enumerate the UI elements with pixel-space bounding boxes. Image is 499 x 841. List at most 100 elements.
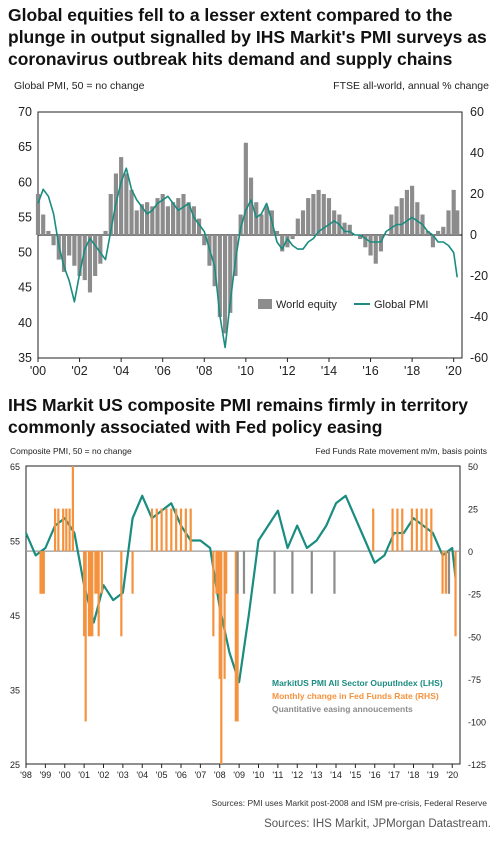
bar-mark <box>363 235 368 248</box>
bar-mark <box>399 198 404 235</box>
bar-mark <box>218 551 221 679</box>
bar-mark <box>202 235 207 246</box>
x-tick-label: '04 <box>113 364 129 378</box>
bar-mark <box>87 235 93 293</box>
y-right-tick-label: 25 <box>468 505 478 515</box>
source-credit: Sources: IHS Markit, JPMorgan Datastream… <box>264 818 491 830</box>
x-tick-label: '16 <box>369 770 381 780</box>
bar-mark <box>236 551 239 722</box>
bar-mark <box>103 230 108 235</box>
bar-mark <box>98 235 103 264</box>
bar-mark <box>96 551 99 594</box>
bar-mark <box>197 218 202 235</box>
y-right-tick-label: -125 <box>468 760 486 770</box>
bar-mark <box>139 204 144 235</box>
x-tick-label: '05 <box>156 770 168 780</box>
bar-mark <box>51 235 56 246</box>
bar-mark <box>234 551 237 722</box>
y-right-tick-label: 40 <box>470 146 484 160</box>
chart1-plot: 70 65 60 55 50 45 40 35 60 40 20 0 -20 -40 -60 '00 '02 '0… <box>18 105 488 378</box>
bar-mark <box>100 551 104 594</box>
bar-mark <box>404 189 409 235</box>
bar-mark <box>67 235 72 256</box>
bar-mark <box>191 206 196 235</box>
bar-mark <box>368 235 373 256</box>
bar-mark <box>228 235 233 313</box>
bar-mark <box>61 235 67 272</box>
bar-mark <box>291 551 294 594</box>
bar-mark <box>212 235 217 287</box>
bar-mark <box>186 202 191 235</box>
bar-mark <box>254 202 259 235</box>
legend-label-2: Monthly change in Fed Funds Rate (RHS) <box>272 691 439 701</box>
x-tick-label: '00 <box>59 770 71 780</box>
y-right-tick-label: 0 <box>470 228 477 242</box>
bar-mark <box>306 198 311 235</box>
bar-mark <box>446 210 451 235</box>
bar-mark <box>326 198 332 235</box>
x-tick-label: '04 <box>136 770 148 780</box>
bar-mark <box>264 206 269 235</box>
bar-mark <box>165 206 170 235</box>
bar-mark <box>372 508 375 552</box>
bar-mark <box>150 206 155 235</box>
y-right-tick-label: 0 <box>468 547 473 557</box>
bar-mark <box>72 235 77 266</box>
bar-mark <box>129 189 134 235</box>
x-tick-label: '12 <box>291 770 303 780</box>
bar-mark <box>384 235 389 236</box>
y-right-tick-label: -100 <box>468 717 486 727</box>
bar-mark <box>430 235 435 248</box>
bar-mark <box>124 173 129 235</box>
bar-mark <box>131 551 134 594</box>
bar-mark <box>347 224 352 235</box>
bar-mark <box>84 551 87 722</box>
y-left-tick-label: 45 <box>18 281 32 295</box>
bar-mark <box>97 551 100 637</box>
x-tick-label: '08 <box>214 770 226 780</box>
bar-mark <box>171 202 176 235</box>
bar-mark <box>444 551 447 594</box>
bar-mark <box>220 551 223 764</box>
x-tick-label: '10 <box>238 364 254 378</box>
bar-mark <box>425 230 430 235</box>
y-right-tick-label: 50 <box>468 462 478 472</box>
y-right-tick-label: 60 <box>470 105 484 119</box>
x-tick-label: '17 <box>388 770 400 780</box>
bar-mark <box>225 551 228 594</box>
bar-mark <box>436 230 441 235</box>
x-tick-label: '16 <box>362 364 378 378</box>
y-right-tick-label: -20 <box>470 269 488 283</box>
bar-mark <box>223 551 226 679</box>
bar-mark <box>236 551 239 594</box>
bar-mark <box>215 551 218 594</box>
y-right-tick-label: 20 <box>470 187 484 201</box>
bar-mark <box>425 508 428 552</box>
x-tick-label: '18 <box>404 364 420 378</box>
bar-mark <box>415 508 418 552</box>
bar-mark <box>396 508 399 552</box>
chart1-title: Global equities fell to a lesser extent … <box>8 5 487 69</box>
x-tick-label: '06 <box>155 364 171 378</box>
bar-mark <box>451 189 456 235</box>
y-left-tick-label: 35 <box>10 686 20 696</box>
bar-mark <box>447 551 451 594</box>
bar-mark <box>53 508 57 552</box>
chart2-left-axis-label: Composite PMI, 50 = no change <box>10 446 132 456</box>
x-tick-label: '02 <box>98 770 110 780</box>
bar-mark <box>175 508 178 552</box>
bar-mark <box>42 551 45 594</box>
x-tick-label: '06 <box>175 770 187 780</box>
x-tick-label: '14 <box>321 364 337 378</box>
bar-mark <box>333 551 336 594</box>
bar-mark <box>222 235 228 334</box>
bar-mark <box>311 194 316 235</box>
bar-mark <box>189 508 192 552</box>
legend: MarkitUS PMI All Sector OuputIndex (LHS)… <box>272 678 443 714</box>
plot-frame <box>25 465 461 765</box>
bar-mark <box>179 508 183 552</box>
y-left-tick-label: 45 <box>10 611 20 621</box>
bar-mark <box>358 235 363 240</box>
bar-mark <box>71 466 74 552</box>
bar-mark <box>332 210 337 235</box>
